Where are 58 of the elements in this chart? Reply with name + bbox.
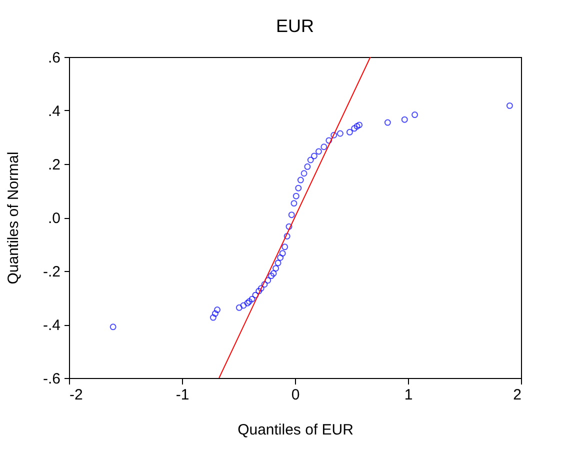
point: [277, 254, 284, 261]
point: [307, 156, 314, 164]
y-tick-label: -.6: [42, 370, 60, 388]
x-tick-label: 1: [404, 386, 413, 404]
y-tick-label: .4: [48, 103, 60, 120]
point: [320, 144, 328, 150]
x-tick-label: 2: [513, 386, 522, 404]
point: [282, 244, 288, 250]
point: [248, 296, 256, 302]
point: [346, 128, 353, 136]
point: [272, 265, 280, 272]
chart-title: EUR: [276, 16, 314, 36]
point: [295, 184, 302, 192]
point: [256, 288, 262, 294]
point: [258, 285, 264, 292]
point: [326, 137, 332, 144]
point: [304, 163, 311, 170]
point: [290, 200, 298, 207]
point: [212, 310, 218, 317]
y-tick-label: .6: [48, 50, 60, 66]
point: [214, 306, 220, 314]
point: [310, 152, 318, 160]
point: [284, 232, 290, 240]
x-tick-label: 0: [291, 386, 300, 404]
point: [110, 324, 116, 330]
y-tick-label: -.4: [42, 317, 60, 334]
point: [210, 314, 216, 321]
point: [268, 272, 275, 280]
point: [240, 302, 247, 309]
point: [384, 119, 391, 126]
point: [292, 192, 300, 200]
point: [356, 122, 363, 128]
y-tick-label: .0: [48, 210, 60, 227]
point: [236, 304, 242, 311]
point: [354, 123, 360, 130]
point: [506, 102, 513, 109]
point: [270, 270, 277, 277]
point: [264, 277, 272, 284]
point: [330, 132, 338, 138]
point: [336, 130, 344, 137]
y-axis-title: Quantiles of Normal: [4, 152, 22, 284]
point: [315, 148, 322, 155]
x-tick-label: -1: [176, 386, 190, 404]
point: [286, 223, 292, 230]
point: [288, 212, 295, 218]
point: [252, 292, 259, 298]
y-tick-label: -.2: [42, 264, 60, 280]
point: [297, 176, 304, 184]
point: [401, 116, 408, 123]
point: [351, 125, 358, 132]
x-tick-label: -2: [70, 386, 83, 404]
y-tick-label: .2: [48, 156, 60, 174]
point: [261, 281, 268, 288]
x-axis-title: Quantiles of EUR: [238, 422, 354, 438]
point: [274, 260, 282, 266]
point: [300, 170, 308, 177]
point: [412, 112, 418, 118]
point: [279, 250, 286, 257]
